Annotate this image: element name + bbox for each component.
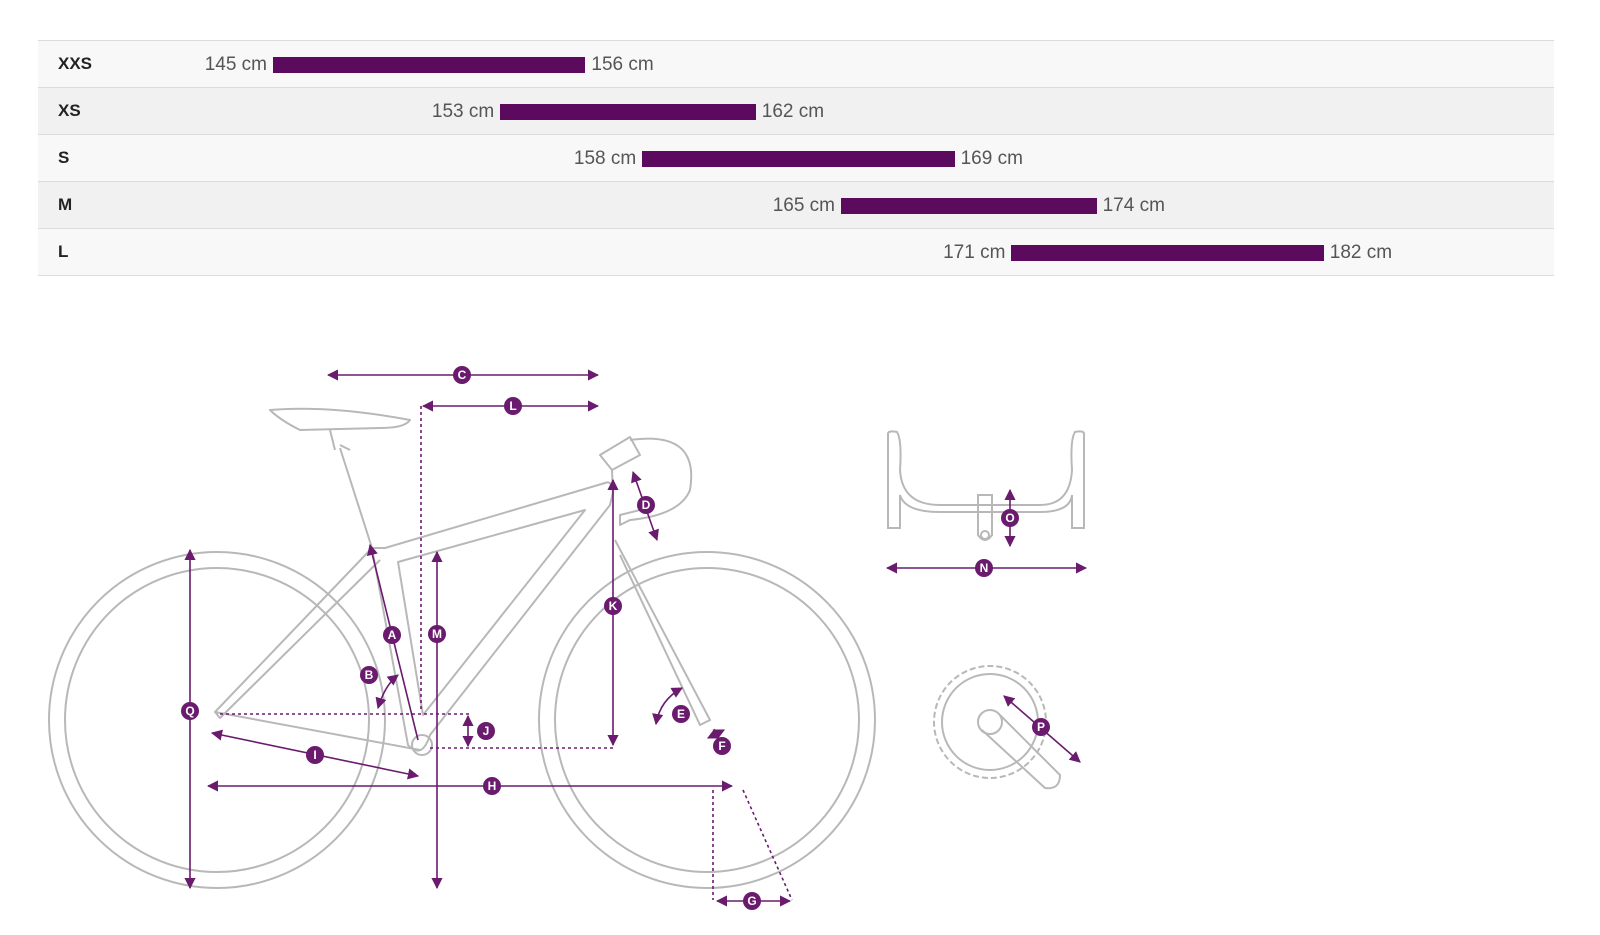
marker-letter: E [677, 707, 685, 721]
marker-letter: I [313, 748, 316, 762]
rear-wheel [48, 551, 386, 889]
marker-l: L [504, 397, 522, 415]
range-min-label: 158 cm [573, 148, 637, 169]
marker-letter: H [488, 779, 497, 793]
height-range-bar [273, 57, 586, 73]
marker-o: O [1001, 509, 1019, 527]
size-row-xs: XS 153 cm 162 cm [38, 88, 1554, 135]
marker-letter: Q [185, 704, 194, 718]
range-min-label: 145 cm [204, 54, 267, 75]
size-row-l: L 171 cm 182 cm [38, 229, 1554, 276]
marker-letter: O [1005, 511, 1014, 525]
marker-letter: P [1037, 720, 1045, 734]
marker-g: G [743, 892, 761, 910]
marker-letter: M [432, 627, 442, 641]
marker-letter: A [388, 628, 397, 642]
marker-d: D [637, 496, 655, 514]
marker-h: H [483, 777, 501, 795]
range-max-label: 174 cm [1102, 195, 1165, 216]
marker-letter: C [458, 368, 467, 382]
size-label: S [58, 148, 70, 167]
range-max-label: 169 cm [960, 148, 1023, 169]
marker-m: M [428, 625, 446, 643]
size-row-xxs: XXS 145 cm 156 cm [38, 41, 1554, 88]
range-max-label: 182 cm [1329, 242, 1393, 263]
height-range-bar [500, 104, 756, 120]
height-range-bar [1011, 245, 1324, 261]
marker-letter: G [747, 894, 756, 908]
bike-geometry-diagram: A B C D E F G H I J K L M N O P Q [48, 366, 1088, 910]
marker-letter: N [980, 561, 989, 575]
range-min-label: 153 cm [431, 101, 495, 122]
marker-letter: B [365, 668, 374, 682]
height-range-bar [642, 151, 955, 167]
marker-letter: J [483, 724, 490, 738]
size-label: M [58, 195, 73, 214]
marker-e: E [672, 705, 690, 723]
marker-q: Q [181, 702, 199, 720]
size-label: XXS [58, 54, 93, 73]
range-max-label: 162 cm [761, 101, 825, 122]
range-min-label: 165 cm [772, 195, 835, 216]
marker-j: J [477, 722, 495, 740]
size-row-s: S 158 cm 169 cm [38, 135, 1554, 182]
range-min-label: 171 cm [943, 242, 1006, 263]
size-label: L [58, 242, 69, 261]
marker-k: K [604, 597, 622, 615]
range-max-label: 156 cm [591, 54, 654, 75]
marker-letter: K [609, 599, 618, 613]
marker-f: F [713, 737, 731, 755]
marker-a: A [383, 626, 401, 644]
bike-frame [214, 407, 711, 756]
front-wheel [538, 551, 876, 889]
marker-c: C [453, 366, 471, 384]
marker-p: P [1032, 718, 1050, 736]
handlebar-drawing [886, 430, 1086, 541]
dimension-markers: A B C D E F G H I J K L M N O P Q [181, 366, 1050, 910]
marker-n: N [975, 559, 993, 577]
size-label: XS [58, 101, 81, 120]
marker-i: I [306, 746, 324, 764]
marker-b: B [360, 666, 378, 684]
height-range-bar [841, 198, 1097, 214]
marker-letter: F [718, 739, 725, 753]
dimension-lines [184, 369, 793, 907]
size-chart: XXS 145 cm 156 cm XS 153 cm 162 cm S 158 cm 169 … [38, 40, 1554, 276]
size-row-m: M 165 cm 174 cm [38, 182, 1554, 229]
marker-letter: D [642, 498, 651, 512]
marker-letter: L [509, 399, 516, 413]
